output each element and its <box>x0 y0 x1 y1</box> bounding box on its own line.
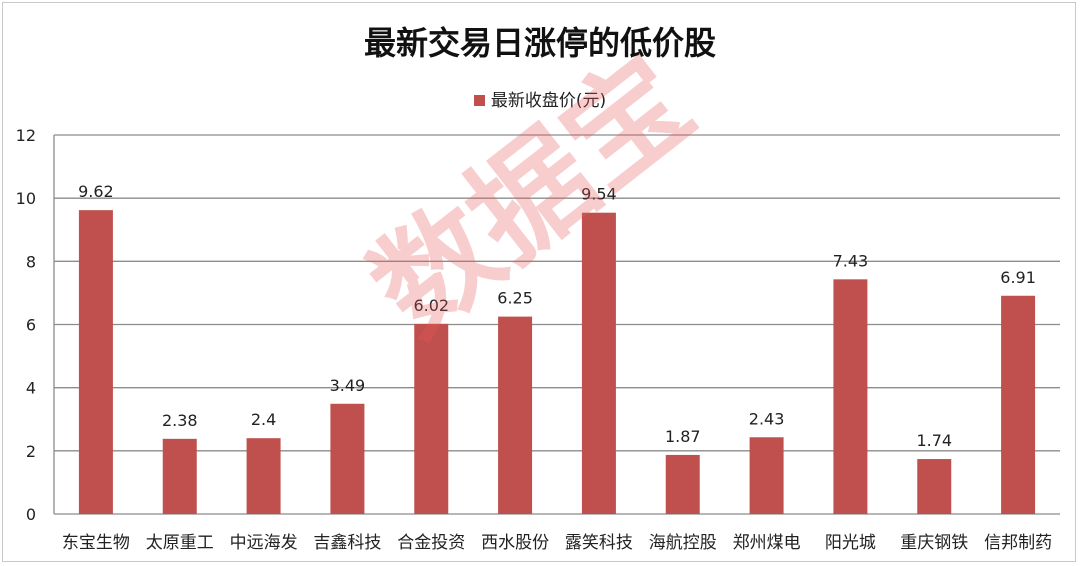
bar <box>749 437 784 514</box>
x-category-label: 海航控股 <box>649 533 717 553</box>
data-label: 6.25 <box>497 289 533 308</box>
data-label: 3.49 <box>330 376 366 395</box>
y-tick-label: 2 <box>26 442 36 461</box>
y-tick-label: 8 <box>26 252 36 271</box>
x-category-label: 郑州煤电 <box>733 533 801 553</box>
x-category-label: 中远海发 <box>230 533 298 553</box>
x-category-label: 东宝生物 <box>62 533 130 553</box>
x-category-label: 吉鑫科技 <box>313 533 381 553</box>
x-category-label: 合金投资 <box>397 533 465 553</box>
bar <box>78 210 113 514</box>
legend-label: 最新收盘价(元) <box>490 91 607 111</box>
y-tick-label: 0 <box>26 505 36 524</box>
y-tick-label: 12 <box>16 126 36 145</box>
data-label: 7.43 <box>833 251 869 270</box>
x-category-label: 信邦制药 <box>984 533 1052 553</box>
bar <box>498 316 533 514</box>
data-label: 1.74 <box>916 431 952 450</box>
data-label: 9.62 <box>78 182 114 201</box>
x-category-label: 露笑科技 <box>565 533 633 553</box>
bar <box>833 279 868 514</box>
bar <box>330 403 365 514</box>
y-tick-label: 10 <box>16 189 36 208</box>
bar <box>414 323 449 514</box>
data-label: 6.02 <box>413 296 449 315</box>
x-category-label: 西水股份 <box>481 533 549 553</box>
data-label: 9.54 <box>581 185 617 204</box>
data-label: 6.91 <box>1000 268 1036 287</box>
bar <box>665 454 700 514</box>
bar <box>246 438 281 514</box>
bar <box>581 212 616 514</box>
data-label: 2.43 <box>749 409 785 428</box>
chart-title: 最新交易日涨停的低价股 <box>363 24 716 62</box>
x-category-label: 重庆钢铁 <box>900 533 968 553</box>
x-category-label: 阳光城 <box>825 533 876 553</box>
data-label: 1.87 <box>665 427 701 446</box>
legend-swatch <box>473 94 485 106</box>
data-label: 2.38 <box>162 411 198 430</box>
y-tick-label: 4 <box>26 379 36 398</box>
bar <box>917 459 952 514</box>
data-label: 2.4 <box>251 410 276 429</box>
x-category-label: 太原重工 <box>146 533 214 553</box>
bar <box>1001 295 1036 514</box>
chart-legend: 最新收盘价(元) <box>0 86 1080 111</box>
y-tick-label: 6 <box>26 316 36 335</box>
bar <box>162 438 197 514</box>
